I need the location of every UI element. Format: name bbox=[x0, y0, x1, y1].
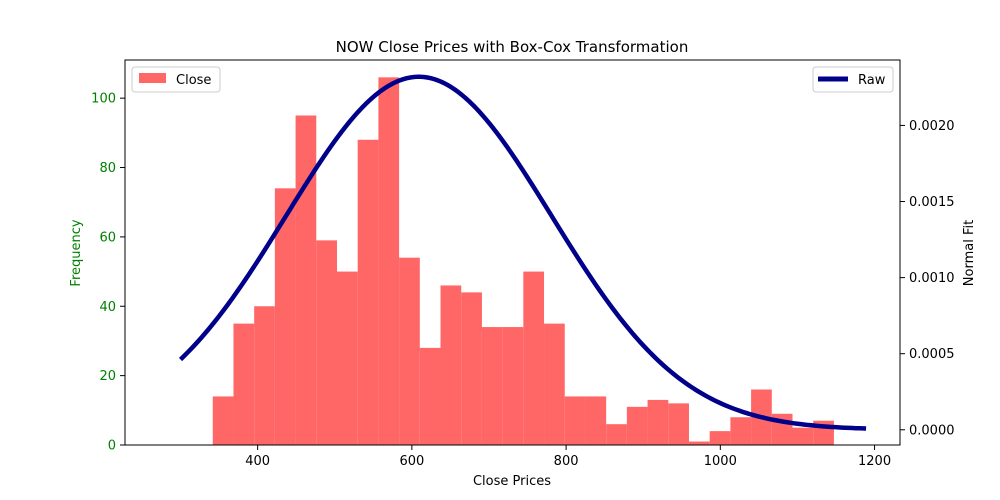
histogram-bar bbox=[233, 323, 255, 445]
x-tick-label: 800 bbox=[554, 454, 579, 469]
y2-tick-label: 0.0020 bbox=[909, 119, 955, 134]
y-axis-label: Frequency bbox=[69, 219, 84, 286]
y2-tick-label: 0.0015 bbox=[909, 195, 955, 210]
x-tick-label: 400 bbox=[245, 454, 270, 469]
histogram-bar bbox=[585, 396, 607, 445]
histogram-bar bbox=[440, 285, 462, 445]
x-axis-label: Close Prices bbox=[473, 474, 551, 489]
histogram-bar bbox=[419, 347, 441, 445]
x-tick-label: 1000 bbox=[704, 454, 737, 469]
histogram-bar bbox=[357, 139, 379, 445]
plot-frame bbox=[124, 59, 901, 446]
histogram-bar bbox=[523, 271, 545, 445]
normal-fit-curve bbox=[178, 74, 867, 431]
histogram-bar bbox=[688, 441, 710, 445]
histogram-bar bbox=[316, 240, 337, 445]
histogram-bar bbox=[336, 271, 358, 445]
histogram-bar bbox=[606, 424, 627, 445]
legend-close-swatch bbox=[139, 73, 166, 83]
legend-raw-label: Raw bbox=[858, 73, 886, 88]
histogram-bar bbox=[399, 257, 420, 445]
y2-tick-label: 0.0000 bbox=[909, 423, 955, 438]
histogram-bar bbox=[544, 323, 565, 445]
y2-tick-label: 0.0010 bbox=[909, 271, 955, 286]
histogram-bar bbox=[626, 406, 648, 445]
histogram-bar bbox=[792, 427, 814, 445]
histogram-bar bbox=[378, 77, 400, 445]
histogram-bar bbox=[502, 327, 524, 445]
histogram-bar bbox=[564, 396, 586, 445]
y2-tick-label: 0.0005 bbox=[909, 347, 955, 362]
y-tick-label: 40 bbox=[99, 300, 116, 315]
histogram-bar bbox=[668, 403, 689, 445]
histogram-bar bbox=[481, 327, 503, 445]
y-tick-label: 60 bbox=[99, 230, 116, 245]
legend-close: Close bbox=[131, 66, 221, 93]
histogram-bar bbox=[461, 292, 482, 445]
histogram-bar bbox=[274, 188, 296, 446]
legend-close-label: Close bbox=[176, 73, 211, 88]
x-tick-label: 600 bbox=[399, 454, 424, 469]
y-axis-right: 0.0000 0.0005 0.0010 0.0015 0.0020 bbox=[900, 119, 955, 438]
histogram-bars bbox=[212, 77, 834, 446]
normal-fit-layer bbox=[178, 74, 867, 431]
y-tick-label: 100 bbox=[91, 92, 116, 107]
y-tick-label: 0 bbox=[108, 439, 116, 454]
x-axis: 400 600 800 1000 1200 bbox=[245, 445, 891, 469]
y-tick-label: 80 bbox=[99, 161, 116, 176]
legend-raw: Raw bbox=[812, 66, 894, 93]
y2-axis-label: Normal Fit bbox=[962, 220, 977, 286]
y-axis-left: 0 20 40 60 80 100 bbox=[91, 92, 125, 454]
x-tick-label: 1200 bbox=[858, 454, 891, 469]
histogram-bar bbox=[254, 306, 275, 445]
chart-title: NOW Close Prices with Box-Cox Transforma… bbox=[336, 38, 689, 56]
histogram-bar bbox=[647, 399, 669, 445]
histogram-bar bbox=[212, 396, 234, 445]
histogram-bar bbox=[730, 417, 752, 445]
histogram-bar bbox=[295, 115, 317, 446]
histogram-bar bbox=[709, 431, 731, 445]
y-tick-label: 20 bbox=[99, 369, 116, 384]
